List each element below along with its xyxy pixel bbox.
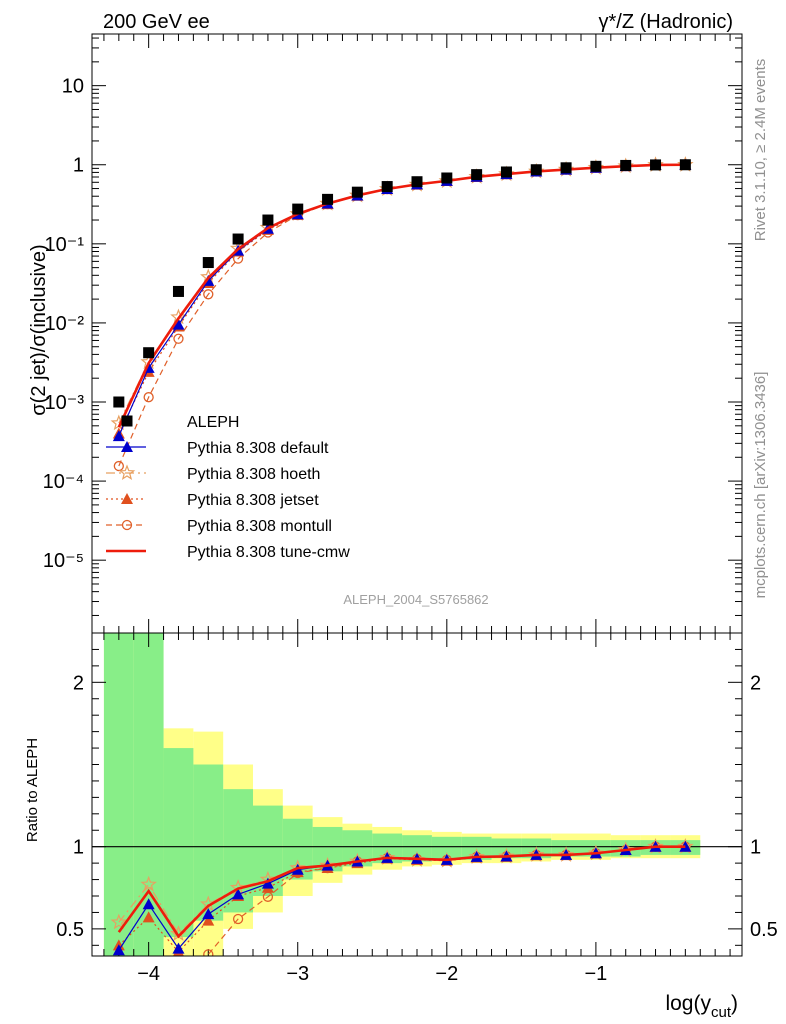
legend-label: Pythia 8.308 tune-cmw bbox=[187, 544, 350, 561]
ratio-y-tick-label-right: 2 bbox=[750, 672, 761, 694]
main-y-tick-label: 10⁻⁵ bbox=[43, 550, 84, 572]
ratio-axis-ticks bbox=[92, 633, 742, 956]
x-axis-label-log: log(y bbox=[665, 992, 711, 1015]
aleph-data-point bbox=[322, 193, 334, 205]
aleph-data-point bbox=[262, 214, 274, 226]
aleph-data-point bbox=[441, 172, 453, 184]
legend-label: Pythia 8.308 jetset bbox=[187, 492, 319, 509]
aleph-data-point bbox=[560, 162, 572, 174]
main-axis-ticks bbox=[92, 34, 742, 633]
aleph-data-point bbox=[143, 347, 155, 359]
main-series-point bbox=[172, 318, 185, 330]
main-series-point bbox=[173, 333, 184, 344]
ratio-band-inner bbox=[163, 748, 194, 938]
legend-marker bbox=[118, 464, 136, 481]
ratio-y-tick-label: 0.5 bbox=[56, 919, 84, 941]
ratio-series-line bbox=[118, 846, 686, 953]
main-series-line bbox=[118, 164, 686, 434]
ratio-band-inner bbox=[431, 836, 462, 860]
legend-label: Pythia 8.308 hoeth bbox=[187, 466, 320, 483]
ratio-y-tick-label-right: 0.5 bbox=[750, 919, 778, 941]
header-right: γ*/Z (Hadronic) bbox=[599, 11, 733, 33]
aleph-data-point bbox=[530, 164, 542, 176]
main-y-tick-labels: 10⁻⁵ 10⁻⁴ 10⁻³ 10⁻² 10⁻¹ 1 10 bbox=[43, 76, 85, 573]
aleph-data-point bbox=[411, 176, 423, 188]
aleph-data-point bbox=[620, 159, 632, 171]
aleph-data-point bbox=[500, 166, 512, 178]
x-tick-label: −3 bbox=[286, 963, 309, 985]
aleph-data-point bbox=[381, 181, 393, 193]
aleph-data-point bbox=[232, 233, 244, 245]
x-tick-label: −1 bbox=[584, 963, 607, 985]
main-series-line bbox=[118, 164, 686, 437]
aleph-data-point bbox=[113, 396, 125, 408]
header-left: 200 GeV ee bbox=[103, 11, 210, 33]
ratio-series-point bbox=[172, 942, 185, 954]
ratio-y-tick-labels: 0.5 0.5 1 1 2 2 bbox=[56, 672, 778, 941]
ratio-series-line bbox=[117, 845, 686, 939]
ratio-series-point bbox=[142, 911, 155, 923]
ratio-uncertainty-bands bbox=[103, 633, 701, 956]
ratio-series-point bbox=[261, 877, 274, 889]
main-y-tick-label: 10⁻³ bbox=[45, 392, 85, 414]
analysis-id-label: ALEPH_2004_S5765862 bbox=[343, 592, 488, 607]
main-series-point bbox=[113, 460, 124, 472]
main-series-point bbox=[112, 430, 125, 442]
x-axis-label: log(ycut) bbox=[665, 992, 738, 1021]
ratio-series-point bbox=[140, 875, 157, 892]
aleph-data-point bbox=[202, 257, 214, 269]
main-y-axis-label: σ(2 jet)/σ(inclusive) bbox=[28, 244, 50, 415]
ratio-band-inner bbox=[103, 633, 134, 956]
main-y-tick-label: 10⁻⁴ bbox=[43, 471, 84, 493]
main-series-point bbox=[143, 392, 154, 403]
x-tick-labels: −4 −3 −2 −1 bbox=[137, 963, 607, 985]
aleph-data-point bbox=[292, 203, 304, 215]
legend-label: Pythia 8.308 montull bbox=[187, 518, 332, 535]
main-y-tick-label: 10⁻² bbox=[45, 313, 85, 335]
aleph-data-point bbox=[650, 159, 662, 171]
ratio-series-point bbox=[202, 914, 215, 926]
ratio-series-point bbox=[232, 913, 244, 925]
ratio-series-point bbox=[232, 888, 245, 900]
legend-label: Pythia 8.308 default bbox=[187, 440, 329, 457]
legend-marker-aleph bbox=[121, 415, 133, 427]
main-y-tick-label: 10⁻¹ bbox=[45, 234, 85, 256]
legend-label: ALEPH bbox=[187, 414, 239, 431]
ratio-series-clipped bbox=[110, 838, 694, 990]
ratio-plot-frame bbox=[91, 632, 743, 957]
x-tick-label: −2 bbox=[435, 963, 458, 985]
ratio-series-group bbox=[110, 838, 694, 990]
aleph-data-point bbox=[679, 159, 691, 171]
ratio-series-point bbox=[202, 908, 215, 920]
legend-marker bbox=[121, 493, 133, 504]
rivet-version-label: Rivet 3.1.10, ≥ 2.4M events bbox=[752, 59, 769, 242]
x-tick-label: −4 bbox=[137, 963, 160, 985]
ratio-series-point bbox=[110, 913, 128, 930]
legend-marker bbox=[121, 441, 133, 452]
ratio-series-point bbox=[112, 944, 125, 956]
mcplots-label: mcplots.cern.ch [arXiv:1306.3436] bbox=[752, 372, 769, 599]
aleph-data-point bbox=[471, 169, 483, 181]
ratio-y-tick-label: 2 bbox=[73, 672, 84, 694]
aleph-data-point bbox=[172, 285, 184, 297]
legend-marker bbox=[121, 519, 133, 531]
main-series-point bbox=[203, 289, 214, 300]
ratio-series-point bbox=[114, 981, 123, 990]
main-y-tick-label: 1 bbox=[73, 155, 84, 177]
ratio-y-tick-label: 1 bbox=[73, 837, 84, 859]
x-axis-label-close: ) bbox=[731, 992, 738, 1015]
ratio-series-point bbox=[174, 965, 183, 974]
legend: ALEPH Pythia 8.308 default Pythia 8.308 ho… bbox=[106, 414, 350, 561]
x-axis-label-subscript: cut bbox=[711, 1004, 732, 1021]
ratio-y-tick-label-right: 1 bbox=[750, 837, 761, 859]
main-y-tick-label: 10 bbox=[62, 76, 84, 98]
main-series-group bbox=[110, 156, 694, 472]
aleph-data-point bbox=[351, 186, 363, 198]
ratio-series-point bbox=[203, 949, 214, 956]
ratio-y-axis-label: Ratio to ALEPH bbox=[24, 738, 41, 842]
ratio-band-inner bbox=[193, 764, 224, 921]
ratio-series-point bbox=[142, 898, 155, 910]
aleph-data-point bbox=[590, 160, 602, 172]
